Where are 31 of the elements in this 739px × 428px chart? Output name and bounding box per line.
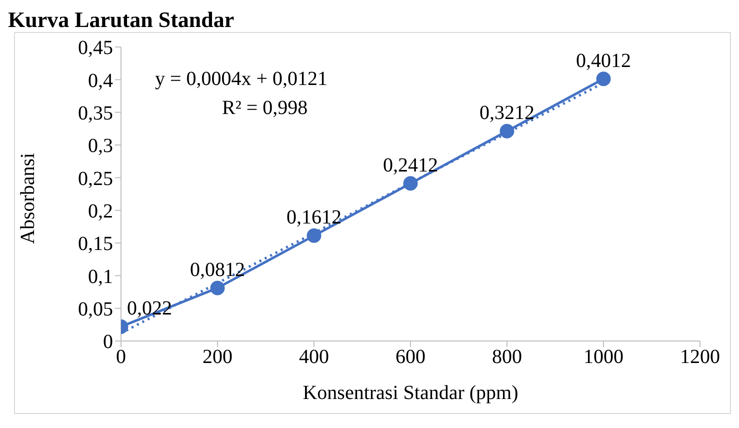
x-tick-label: 1000 bbox=[584, 346, 624, 368]
annotation: R² = 0,998 bbox=[222, 97, 308, 119]
x-tick-label: 400 bbox=[299, 346, 329, 368]
y-tick-label: 0,35 bbox=[78, 102, 113, 124]
y-tick-label: 0 bbox=[103, 331, 113, 354]
data-label: 0,0812 bbox=[190, 258, 245, 281]
y-tick-label: 0,05 bbox=[78, 298, 113, 320]
chart-title: Kurva Larutan Standar bbox=[8, 7, 236, 32]
y-axis-title: Absorbansi bbox=[17, 152, 40, 244]
y-tick-label: 0,25 bbox=[78, 168, 113, 190]
y-tick-label: 0,4 bbox=[88, 70, 113, 92]
x-tick-label: 200 bbox=[202, 346, 232, 368]
y-tick-label: 0,45 bbox=[78, 37, 113, 60]
annotation: y = 0,0004x + 0,0121 bbox=[155, 68, 328, 90]
y-tick-label: 0,1 bbox=[88, 266, 113, 288]
y-tick-label: 0,15 bbox=[78, 233, 113, 256]
data-label: 0,2412 bbox=[383, 154, 438, 176]
data-label: 0,3212 bbox=[480, 102, 534, 124]
data-label: 0,1612 bbox=[286, 206, 342, 229]
point bbox=[403, 176, 418, 191]
x-tick-label: 1200 bbox=[680, 346, 720, 368]
point bbox=[596, 72, 611, 86]
point bbox=[306, 228, 322, 243]
point bbox=[500, 124, 514, 138]
y-tick-label: 0,3 bbox=[88, 135, 113, 158]
x-axis-title: Konsentrasi Standar (ppm) bbox=[302, 382, 518, 404]
point bbox=[210, 280, 225, 296]
x-tick-label: 600 bbox=[396, 346, 426, 368]
x-tick-label: 800 bbox=[492, 346, 522, 368]
data-label: 0,4012 bbox=[576, 50, 631, 72]
y-tick-label: 0,2 bbox=[88, 200, 113, 222]
